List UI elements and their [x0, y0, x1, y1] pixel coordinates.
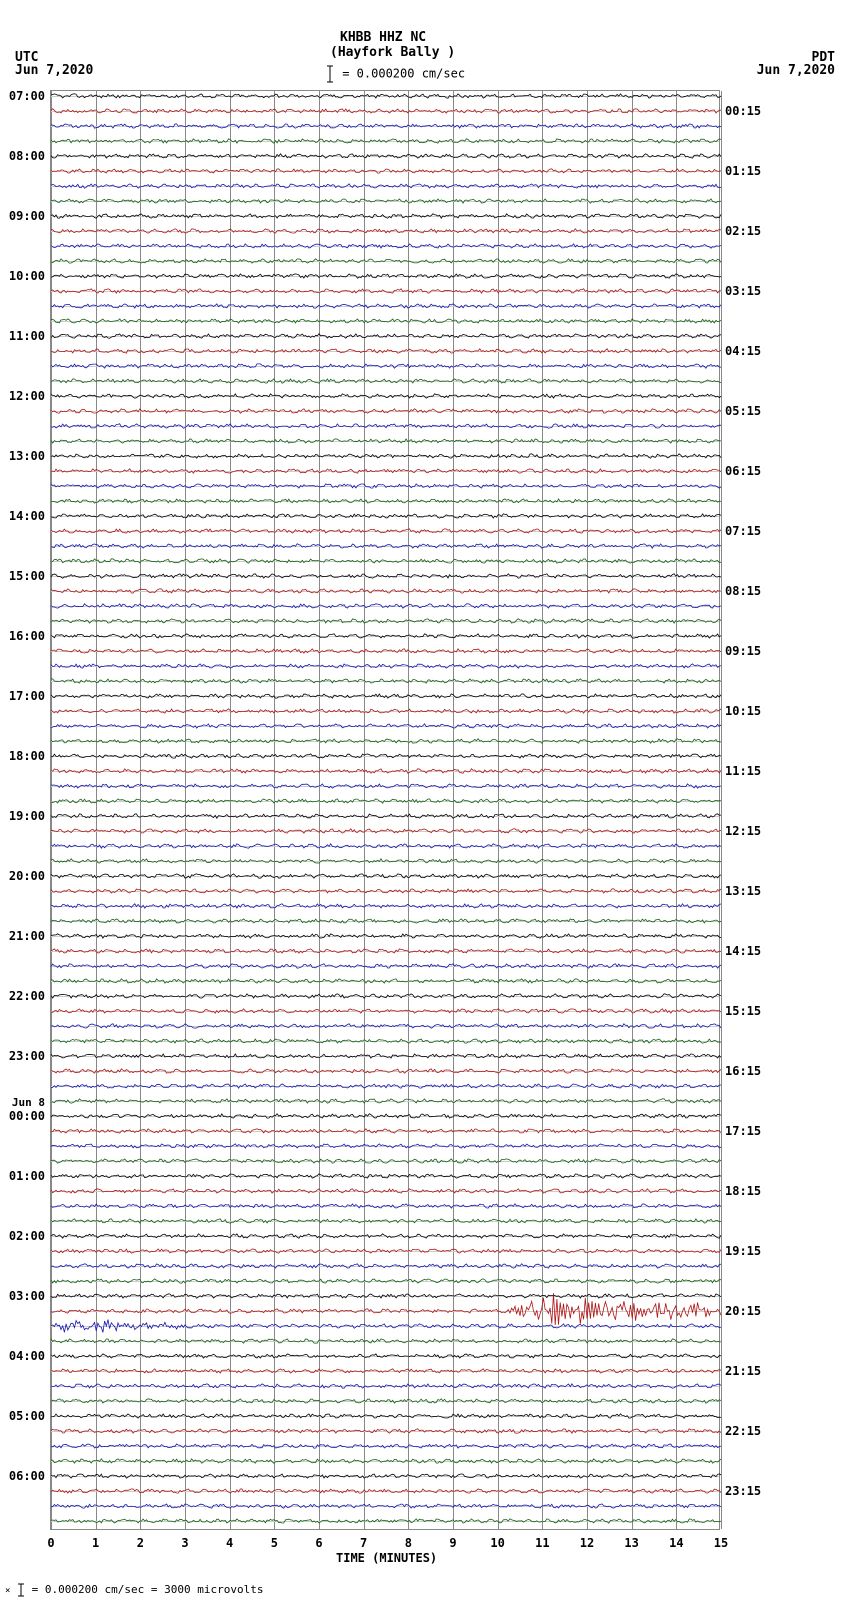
xaxis-tick: 1	[86, 1536, 106, 1550]
yaxis-left-label: 17:00	[9, 689, 45, 703]
xaxis-tick: 5	[264, 1536, 284, 1550]
yaxis-right-label: 17:15	[725, 1124, 761, 1138]
yaxis-right-label: 14:15	[725, 944, 761, 958]
footer-scale: × = 0.000200 cm/sec = 3000 microvolts	[5, 1583, 263, 1597]
yaxis-right-label: 19:15	[725, 1244, 761, 1258]
yaxis-left-day: Jun 8	[12, 1096, 45, 1109]
yaxis-right-label: 22:15	[725, 1424, 761, 1438]
seismogram-plot: 0123456789101112131415TIME (MINUTES)07:0…	[50, 90, 720, 1530]
yaxis-left-label: 20:00	[9, 869, 45, 883]
yaxis-left-label: 16:00	[9, 629, 45, 643]
yaxis-right-label: 00:15	[725, 104, 761, 118]
yaxis-left-label: 00:00	[9, 1109, 45, 1123]
yaxis-left-label: 10:00	[9, 269, 45, 283]
yaxis-left-label: 14:00	[9, 509, 45, 523]
xaxis-tick: 10	[488, 1536, 508, 1550]
xaxis-tick: 13	[622, 1536, 642, 1550]
yaxis-right-label: 07:15	[725, 524, 761, 538]
seismic-trace	[51, 1506, 721, 1536]
yaxis-left-label: 03:00	[9, 1289, 45, 1303]
xaxis-tick: 11	[532, 1536, 552, 1550]
xaxis-tick: 8	[398, 1536, 418, 1550]
yaxis-right-label: 06:15	[725, 464, 761, 478]
yaxis-left-label: 15:00	[9, 569, 45, 583]
yaxis-left-label: 22:00	[9, 989, 45, 1003]
yaxis-right-label: 01:15	[725, 164, 761, 178]
yaxis-right-label: 04:15	[725, 344, 761, 358]
yaxis-right-label: 20:15	[725, 1304, 761, 1318]
yaxis-right-label: 11:15	[725, 764, 761, 778]
yaxis-left-label: 05:00	[9, 1409, 45, 1423]
scale-text: = 0.000200 cm/sec	[342, 67, 465, 81]
yaxis-left-label: 19:00	[9, 809, 45, 823]
yaxis-left-label: 02:00	[9, 1229, 45, 1243]
yaxis-left-label: 23:00	[9, 1049, 45, 1063]
xaxis-tick: 9	[443, 1536, 463, 1550]
station-name: (Hayfork Bally )	[330, 45, 455, 60]
yaxis-left-label: 06:00	[9, 1469, 45, 1483]
yaxis-left-label: 01:00	[9, 1169, 45, 1183]
xaxis-tick: 3	[175, 1536, 195, 1550]
yaxis-right-label: 02:15	[725, 224, 761, 238]
yaxis-right-label: 23:15	[725, 1484, 761, 1498]
footer-text: = 0.000200 cm/sec = 3000 microvolts	[32, 1583, 264, 1596]
yaxis-right-label: 15:15	[725, 1004, 761, 1018]
xaxis-tick: 2	[130, 1536, 150, 1550]
yaxis-right-label: 16:15	[725, 1064, 761, 1078]
xaxis-tick: 14	[666, 1536, 686, 1550]
yaxis-right-label: 09:15	[725, 644, 761, 658]
yaxis-right-label: 05:15	[725, 404, 761, 418]
yaxis-right-label: 18:15	[725, 1184, 761, 1198]
yaxis-left-label: 08:00	[9, 149, 45, 163]
xaxis-tick: 15	[711, 1536, 731, 1550]
tz-left-date: Jun 7,2020	[15, 63, 93, 78]
yaxis-left-label: 11:00	[9, 329, 45, 343]
yaxis-left-label: 21:00	[9, 929, 45, 943]
xaxis-tick: 0	[41, 1536, 61, 1550]
yaxis-left-label: 07:00	[9, 89, 45, 103]
yaxis-right-label: 03:15	[725, 284, 761, 298]
yaxis-left-label: 13:00	[9, 449, 45, 463]
xaxis-title: TIME (MINUTES)	[336, 1551, 437, 1565]
yaxis-left-label: 09:00	[9, 209, 45, 223]
yaxis-left-label: 18:00	[9, 749, 45, 763]
yaxis-right-label: 21:15	[725, 1364, 761, 1378]
yaxis-right-label: 12:15	[725, 824, 761, 838]
xaxis-tick: 6	[309, 1536, 329, 1550]
xaxis-tick: 12	[577, 1536, 597, 1550]
tz-right-date: Jun 7,2020	[757, 63, 835, 78]
yaxis-left-label: 12:00	[9, 389, 45, 403]
yaxis-right-label: 10:15	[725, 704, 761, 718]
xaxis-tick: 7	[354, 1536, 374, 1550]
yaxis-right-label: 13:15	[725, 884, 761, 898]
xaxis-tick: 4	[220, 1536, 240, 1550]
yaxis-left-label: 04:00	[9, 1349, 45, 1363]
station-code: KHBB HHZ NC	[340, 30, 426, 45]
yaxis-right-label: 08:15	[725, 584, 761, 598]
gridline-v	[721, 91, 722, 1529]
